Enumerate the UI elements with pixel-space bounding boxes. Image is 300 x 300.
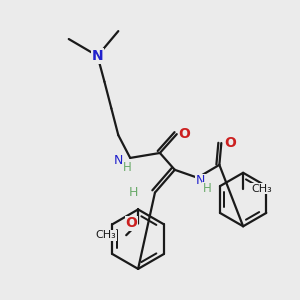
Text: O: O bbox=[179, 127, 190, 141]
Text: H: H bbox=[123, 161, 132, 174]
Text: CH₃: CH₃ bbox=[96, 230, 116, 240]
Text: CH₃: CH₃ bbox=[251, 184, 272, 194]
Text: H: H bbox=[203, 182, 212, 195]
Text: N: N bbox=[92, 49, 103, 63]
Text: N: N bbox=[114, 154, 123, 167]
Text: N: N bbox=[196, 174, 205, 187]
Text: O: O bbox=[125, 216, 137, 230]
Text: O: O bbox=[224, 136, 236, 150]
Text: H: H bbox=[128, 186, 138, 199]
